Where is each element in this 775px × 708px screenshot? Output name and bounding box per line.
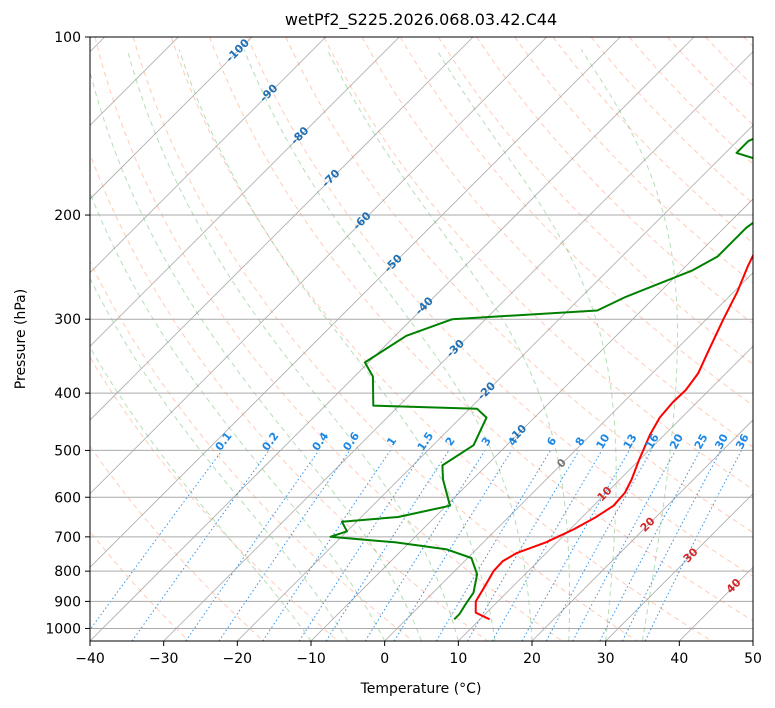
mixing-ratio-line bbox=[621, 450, 722, 641]
mixing-ratio-line bbox=[325, 450, 450, 641]
mixing-ratio-line bbox=[393, 450, 513, 641]
dry-adiabat bbox=[209, 37, 753, 622]
dry-adiabats bbox=[90, 37, 753, 641]
mixing-ratio-line bbox=[298, 450, 425, 641]
y-tick-label: 700 bbox=[54, 530, 81, 546]
y-axis: 100 200 300 400 500 600 700 800 900 1000 bbox=[45, 30, 90, 637]
x-tick-label: 10 bbox=[449, 651, 467, 667]
temperature-profile bbox=[474, 253, 753, 621]
dry-adiabat bbox=[170, 37, 712, 641]
isotherms bbox=[90, 37, 753, 641]
mixing-ratio-line bbox=[90, 450, 223, 631]
mixing-ratio-line bbox=[262, 450, 391, 641]
dewpoint-profile bbox=[329, 137, 753, 621]
dry-adiabat bbox=[323, 37, 753, 491]
dry-adiabat bbox=[361, 37, 753, 448]
moist-adiabat bbox=[90, 69, 422, 641]
mixing-ratio-line bbox=[545, 450, 652, 641]
isotherm bbox=[90, 37, 621, 568]
y-tick-label: 1000 bbox=[45, 621, 81, 637]
dry-adiabat bbox=[399, 37, 753, 407]
isotherm bbox=[90, 37, 253, 200]
chart-title: wetPf2_S225.2026.068.03.42.C44 bbox=[285, 10, 557, 30]
dry-adiabat bbox=[90, 152, 488, 641]
x-tick-label: −30 bbox=[149, 651, 179, 667]
sounding-series bbox=[329, 137, 753, 621]
dry-adiabat bbox=[132, 37, 638, 641]
x-tick-label: 30 bbox=[597, 651, 615, 667]
y-tick-label: 900 bbox=[54, 594, 81, 610]
isotherm bbox=[90, 37, 400, 347]
moist-adiabat bbox=[243, 49, 533, 641]
x-tick-label: −10 bbox=[296, 651, 326, 667]
y-tick-label: 200 bbox=[54, 208, 81, 224]
isotherm bbox=[605, 493, 753, 641]
isotherm bbox=[90, 37, 326, 274]
isotherm bbox=[90, 37, 695, 641]
dry-adiabat bbox=[90, 356, 339, 641]
dry-adiabat bbox=[90, 445, 264, 641]
moist-adiabat bbox=[326, 49, 570, 641]
x-axis: −40 −30 −20 −10 0 10 20 30 40 50 bbox=[75, 641, 762, 667]
moist-adiabat bbox=[90, 277, 349, 641]
isobars bbox=[90, 37, 753, 629]
mixing-ratio-line bbox=[644, 450, 742, 641]
mixing-ratio-line bbox=[521, 450, 630, 641]
isotherm bbox=[531, 419, 753, 641]
x-axis-title: Temperature (°C) bbox=[360, 681, 482, 697]
y-tick-label: 100 bbox=[54, 30, 81, 46]
isotherm bbox=[237, 124, 753, 641]
isotherm bbox=[384, 272, 753, 641]
x-tick-label: 0 bbox=[380, 651, 389, 667]
mixing-ratio-line bbox=[185, 450, 320, 641]
y-tick-label: 300 bbox=[54, 312, 81, 328]
mixing-ratio-label: 25 bbox=[692, 432, 711, 452]
isotherm bbox=[90, 37, 474, 421]
y-tick-label: 600 bbox=[54, 490, 81, 506]
mixing-ratio-lines bbox=[90, 450, 742, 641]
isotherm bbox=[90, 37, 547, 495]
moist-adiabat bbox=[436, 49, 617, 641]
x-tick-label: −20 bbox=[223, 651, 253, 667]
x-tick-label: 20 bbox=[523, 651, 541, 667]
dry-adiabat bbox=[247, 37, 753, 577]
moist-adiabat bbox=[90, 191, 386, 641]
y-tick-label: 800 bbox=[54, 564, 81, 580]
isotherm bbox=[163, 51, 753, 641]
moist-adiabat bbox=[580, 49, 678, 641]
plot-frame bbox=[89, 36, 754, 642]
mixing-ratio-label: 36 bbox=[733, 431, 752, 451]
dry-adiabat bbox=[94, 37, 563, 641]
isotherm bbox=[458, 345, 753, 641]
mixing-ratio-line bbox=[572, 450, 676, 641]
x-tick-label: −40 bbox=[75, 651, 105, 667]
x-tick-label: 40 bbox=[670, 651, 688, 667]
mixing-ratio-line bbox=[131, 450, 270, 641]
x-tick-label: 50 bbox=[744, 651, 762, 667]
y-axis-title: Pressure (hPa) bbox=[13, 289, 29, 389]
y-tick-label: 400 bbox=[54, 386, 81, 402]
moist-adiabat bbox=[126, 49, 459, 641]
mixing-ratio-line bbox=[218, 450, 351, 641]
isotherm bbox=[310, 198, 753, 641]
y-tick-label: 500 bbox=[54, 443, 81, 459]
